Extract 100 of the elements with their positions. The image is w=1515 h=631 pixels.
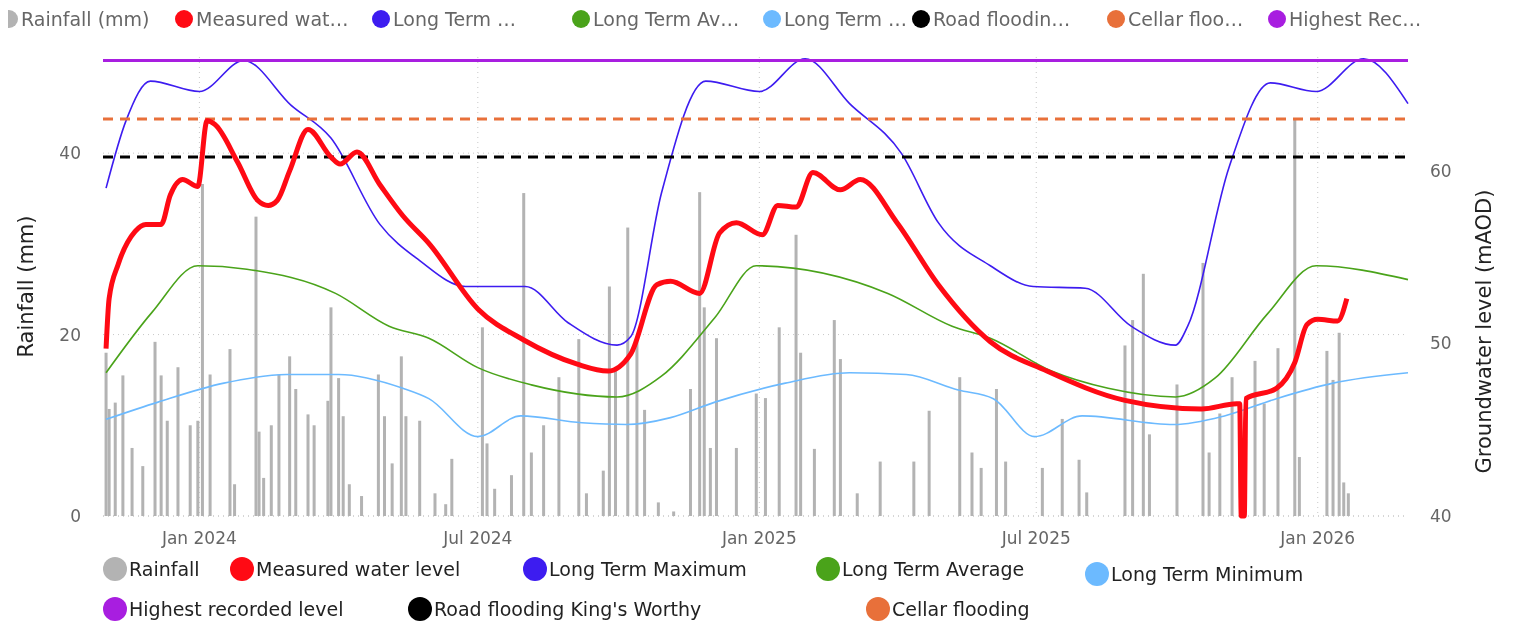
bar bbox=[312, 425, 316, 516]
bar bbox=[228, 349, 232, 516]
bar bbox=[1175, 384, 1179, 516]
bar bbox=[196, 420, 200, 516]
legend-label: Measured water level bbox=[256, 557, 461, 580]
bar bbox=[812, 448, 816, 516]
legend-label: Highest recorded level bbox=[129, 597, 344, 620]
bar bbox=[734, 447, 738, 516]
text: Cellar floo… bbox=[1128, 7, 1244, 30]
bar bbox=[698, 192, 702, 516]
bar bbox=[714, 338, 718, 516]
bar bbox=[433, 493, 437, 516]
legend-label: Cellar flooding bbox=[892, 597, 1030, 620]
bar bbox=[347, 484, 351, 516]
line-series bbox=[105, 264, 1409, 398]
x-tick-label: Jul 2024 bbox=[442, 528, 513, 548]
bar bbox=[159, 375, 163, 516]
legend-label: Long Term Average bbox=[842, 557, 1025, 580]
bar bbox=[485, 443, 489, 516]
bar bbox=[643, 409, 647, 516]
bar bbox=[542, 425, 546, 516]
x-tick-label: Jul 2025 bbox=[1000, 528, 1071, 548]
bar bbox=[383, 416, 386, 516]
bar bbox=[754, 393, 758, 516]
legend-label: Road flooding King's Worthy bbox=[434, 597, 702, 620]
bar bbox=[777, 327, 781, 516]
bar bbox=[688, 389, 692, 516]
legend-label: Rainfall bbox=[129, 557, 200, 580]
bar bbox=[288, 356, 292, 516]
bar bbox=[1004, 461, 1008, 516]
bar bbox=[399, 356, 403, 516]
x-tick-label: Jan 2024 bbox=[160, 528, 237, 548]
bar bbox=[1230, 377, 1234, 516]
x-tick-label: Jan 2025 bbox=[720, 528, 797, 548]
bar bbox=[927, 410, 931, 516]
bar bbox=[1085, 492, 1089, 516]
bar bbox=[557, 377, 561, 516]
bar bbox=[208, 374, 212, 516]
text: Highest Rec… bbox=[1289, 7, 1422, 30]
text: Rainfall (mm) bbox=[21, 7, 150, 30]
bar bbox=[277, 374, 281, 516]
bar bbox=[702, 307, 706, 516]
bar bbox=[1325, 350, 1329, 516]
bar bbox=[450, 458, 454, 516]
bar bbox=[390, 463, 394, 516]
bar bbox=[1207, 452, 1211, 516]
bar bbox=[855, 493, 859, 516]
bar bbox=[794, 234, 798, 516]
bar bbox=[294, 389, 298, 516]
bar bbox=[607, 286, 611, 516]
bar bbox=[1218, 413, 1222, 516]
bar bbox=[1346, 493, 1350, 516]
bar bbox=[233, 484, 237, 516]
text: Long Term … bbox=[393, 7, 517, 30]
bar bbox=[1262, 403, 1266, 516]
bar bbox=[269, 425, 273, 516]
bar bbox=[529, 452, 533, 516]
bar bbox=[1077, 459, 1081, 516]
y-tick-label: 40 bbox=[59, 143, 81, 164]
text: Measured wat… bbox=[196, 7, 349, 30]
y2-axis-title: Groundwater level (mAOD) bbox=[1472, 189, 1497, 474]
y-tick-label: 0 bbox=[70, 505, 81, 526]
bar bbox=[188, 425, 192, 516]
bar bbox=[912, 461, 916, 516]
bar bbox=[522, 193, 526, 516]
bar bbox=[1040, 467, 1044, 516]
legend-label: Long Term Minimum bbox=[1111, 562, 1304, 585]
bar bbox=[763, 398, 767, 516]
text: Long Term Av… bbox=[593, 7, 740, 30]
bar bbox=[141, 466, 145, 516]
text: Road floodin… bbox=[933, 7, 1071, 30]
bar bbox=[970, 452, 974, 516]
bar bbox=[329, 307, 333, 516]
bar bbox=[121, 375, 125, 516]
line-series bbox=[105, 371, 1409, 438]
bar bbox=[878, 461, 882, 516]
y-tick-label: 20 bbox=[59, 324, 81, 345]
bar bbox=[584, 493, 588, 516]
bar bbox=[672, 511, 676, 516]
bar bbox=[832, 320, 836, 516]
bar bbox=[418, 420, 422, 516]
bar bbox=[200, 184, 204, 516]
bar bbox=[708, 447, 712, 516]
bar bbox=[165, 420, 169, 516]
bar bbox=[176, 367, 180, 516]
bar bbox=[1201, 262, 1205, 516]
bar bbox=[1331, 379, 1335, 516]
bar bbox=[614, 370, 618, 516]
bar bbox=[1123, 345, 1127, 516]
bar bbox=[1131, 320, 1135, 516]
y2-tick-label: 40 bbox=[1430, 505, 1452, 526]
bar bbox=[113, 402, 117, 516]
bar bbox=[979, 467, 983, 516]
line-series bbox=[105, 57, 1409, 346]
y-axis-title: Rainfall (mm) bbox=[14, 215, 39, 358]
bar bbox=[306, 414, 310, 516]
bar bbox=[1293, 119, 1297, 516]
bar bbox=[656, 502, 660, 516]
bar bbox=[360, 496, 364, 516]
bar bbox=[153, 341, 157, 516]
